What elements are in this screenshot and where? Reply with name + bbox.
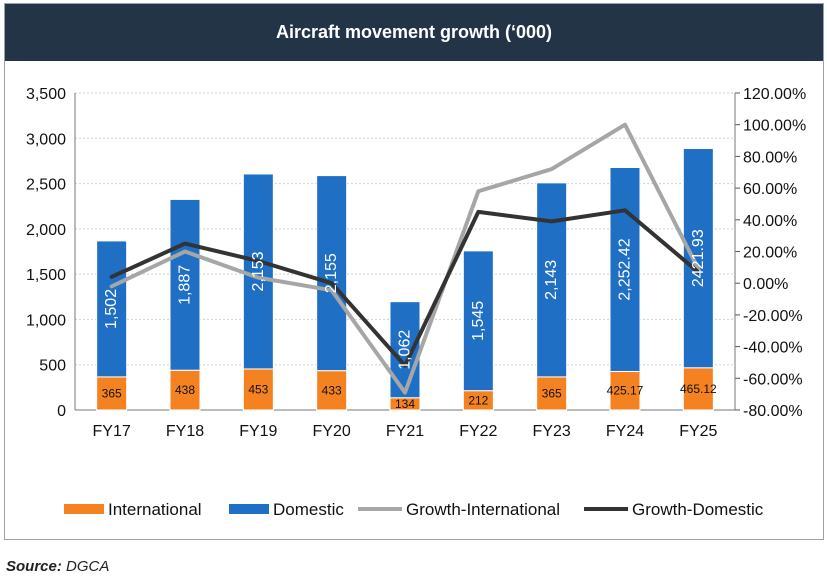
- y-left-tick-label: 1,500: [26, 267, 66, 284]
- y-left-tick-label: 0: [57, 403, 66, 420]
- bar-international: [682, 367, 714, 411]
- legend-label: Growth-Domestic: [632, 500, 764, 519]
- x-tick-label: FY25: [679, 423, 717, 440]
- y-right-tick-label: -60.00%: [743, 371, 803, 388]
- legend-label: Domestic: [273, 500, 344, 519]
- y-left-tick-label: 2,500: [26, 177, 66, 194]
- data-label-international: 212: [468, 393, 488, 407]
- data-label-domestic: 2421.93: [690, 229, 707, 287]
- source-note: Source: DGCA: [6, 558, 109, 575]
- data-label-domestic: 2,153: [250, 251, 267, 291]
- data-label-international: 433: [322, 383, 342, 397]
- legend-swatch: [64, 504, 104, 514]
- x-tick-label: FY17: [93, 423, 131, 440]
- data-label-domestic: 2,252.42: [617, 238, 634, 300]
- line-growth-domestic: [109, 208, 701, 368]
- bar-domestic: [462, 250, 494, 392]
- y-right-tick-label: -40.00%: [743, 340, 803, 357]
- y-right-tick-label: 20.00%: [743, 245, 797, 262]
- x-tick-label: FY20: [313, 423, 351, 440]
- data-label-international: 365: [542, 386, 562, 400]
- data-label-domestic: 1,887: [177, 265, 194, 305]
- bar-international: [96, 376, 128, 411]
- y-left-tick-label: 3,000: [26, 131, 66, 148]
- bar-international: [169, 369, 201, 411]
- source-text: DGCA: [66, 558, 110, 575]
- line-growth-international: [109, 122, 701, 395]
- x-tick-label: FY21: [386, 423, 424, 440]
- data-label-domestic: 1,062: [397, 330, 414, 370]
- bar-domestic: [96, 240, 128, 378]
- legend-label: International: [108, 500, 202, 519]
- bar-international: [536, 376, 568, 411]
- y-right-tick-label: 100.00%: [743, 118, 806, 135]
- y-right-tick-label: 40.00%: [743, 213, 797, 230]
- x-tick-label: FY23: [533, 423, 571, 440]
- data-label-international: 134: [395, 397, 415, 411]
- bar-international: [389, 397, 421, 411]
- source-label: Source:: [6, 558, 62, 575]
- y-left-tick-label: 1,000: [26, 312, 66, 329]
- data-label-domestic: 2,143: [543, 260, 560, 300]
- bar-domestic: [536, 182, 568, 378]
- bar-domestic: [169, 198, 201, 371]
- data-label-international: 425.17: [607, 384, 644, 398]
- data-label-domestic: 1,545: [470, 301, 487, 341]
- y-right-tick-label: -20.00%: [743, 308, 803, 325]
- data-label-domestic: 2,155: [323, 253, 340, 293]
- x-tick-label: FY22: [459, 423, 497, 440]
- x-tick-label: FY24: [606, 423, 644, 440]
- y-right-tick-label: 0.00%: [743, 276, 788, 293]
- y-right-tick-label: 60.00%: [743, 181, 797, 198]
- data-label-international: 465.12: [680, 382, 717, 396]
- legend-label: Growth-International: [406, 500, 560, 519]
- bar-international: [609, 370, 641, 411]
- bar-international: [462, 390, 494, 411]
- bar-international: [316, 370, 348, 411]
- y-left-tick-label: 500: [39, 358, 66, 375]
- y-right-tick-label: 80.00%: [743, 149, 797, 166]
- bar-domestic: [316, 175, 348, 372]
- legend-swatch: [229, 504, 269, 514]
- chart-svg: 0 500 1,000 1,500 2,000 2,500 3,000 3,500 -80.00…: [26, 86, 806, 519]
- data-label-international: 438: [175, 383, 195, 397]
- bar-international: [242, 368, 274, 411]
- y-left-tick-label: 3,500: [26, 86, 66, 103]
- data-label-international: 453: [248, 382, 268, 396]
- y-right-tick-label: 120.00%: [743, 86, 806, 103]
- bar-domestic: [682, 148, 714, 369]
- data-label-domestic: 1,502: [103, 289, 120, 329]
- y-right-tick-label: -80.00%: [743, 403, 803, 420]
- y-left-tick-label: 2,000: [26, 222, 66, 239]
- data-label-international: 365: [102, 386, 122, 400]
- x-tick-label: FY19: [239, 423, 277, 440]
- x-tick-label: FY18: [166, 423, 204, 440]
- chart-title: Aircraft movement growth (‘000): [5, 4, 823, 61]
